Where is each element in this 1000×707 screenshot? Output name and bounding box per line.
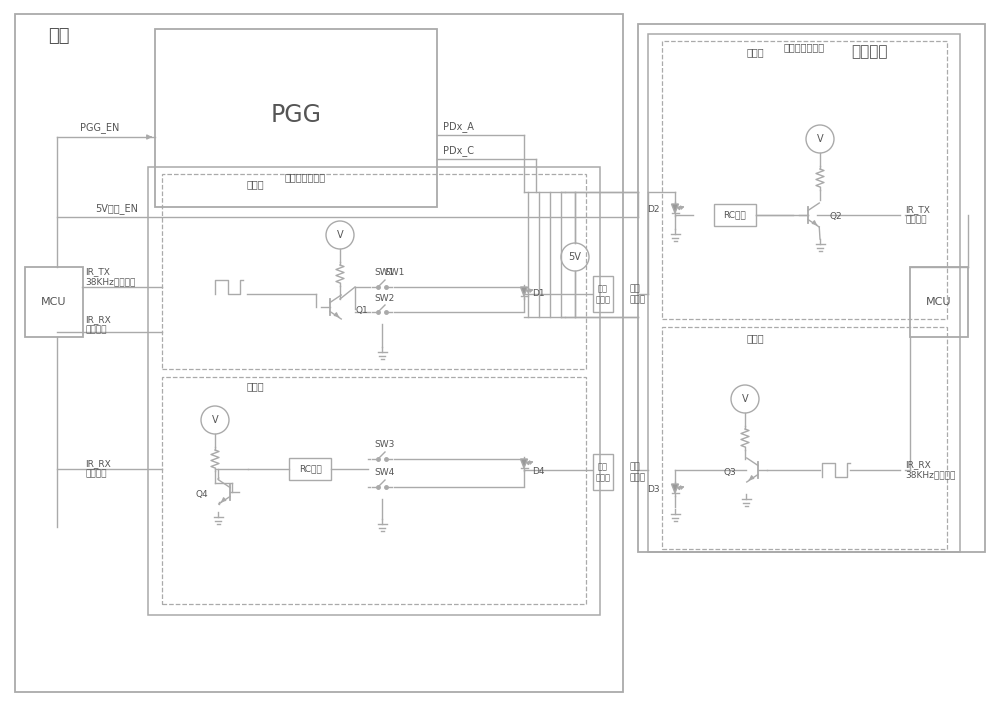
Text: MCU: MCU — [41, 297, 67, 307]
Text: 透镜
红外光: 透镜 红外光 — [596, 284, 610, 304]
Text: Q3: Q3 — [723, 469, 736, 477]
Text: Q1: Q1 — [355, 305, 368, 315]
Text: 透镜
红外光: 透镜 红外光 — [630, 462, 646, 482]
Text: V: V — [817, 134, 823, 144]
Text: 第二光通信模块: 第二光通信模块 — [783, 42, 825, 52]
Text: 第一光通信模块: 第一光通信模块 — [284, 172, 326, 182]
Bar — [593, 454, 613, 490]
Bar — [289, 458, 331, 480]
Bar — [15, 14, 623, 692]
Text: 接收端: 接收端 — [746, 47, 764, 57]
Text: PDx_C: PDx_C — [443, 145, 474, 156]
Text: 充电底座: 充电底座 — [852, 45, 888, 59]
Polygon shape — [520, 459, 528, 468]
Bar — [662, 327, 947, 549]
Bar — [148, 167, 600, 615]
Text: SW3: SW3 — [374, 440, 394, 449]
Polygon shape — [672, 204, 678, 213]
Text: SW1: SW1 — [384, 268, 404, 277]
Bar — [593, 276, 613, 312]
Text: 5V: 5V — [569, 252, 581, 262]
Text: IR_RX
38KHz调制信号: IR_RX 38KHz调制信号 — [905, 460, 955, 480]
Text: PGG: PGG — [270, 103, 322, 127]
Text: Q4: Q4 — [195, 491, 208, 500]
Text: D3: D3 — [647, 484, 660, 493]
Bar — [662, 41, 947, 319]
Bar — [162, 377, 586, 604]
Text: PDx_A: PDx_A — [443, 121, 474, 132]
Bar — [155, 29, 437, 207]
Text: 手表: 手表 — [48, 27, 70, 45]
Bar — [638, 24, 985, 552]
Text: IR_RX
解调信号: IR_RX 解调信号 — [85, 460, 111, 479]
Text: IR_RX
解调信号: IR_RX 解调信号 — [85, 315, 111, 334]
Text: V: V — [212, 415, 218, 425]
Text: 5V电源_EN: 5V电源_EN — [95, 203, 138, 214]
Polygon shape — [672, 484, 678, 493]
Text: 透镜
红外光: 透镜 红外光 — [630, 284, 646, 304]
Text: IR_TX
38KHz调制信号: IR_TX 38KHz调制信号 — [85, 267, 135, 287]
Text: D4: D4 — [532, 467, 544, 477]
Bar — [25, 267, 83, 337]
Polygon shape — [520, 287, 528, 296]
Text: RC电路: RC电路 — [724, 211, 746, 219]
Text: IR_TX
解调信号: IR_TX 解调信号 — [905, 205, 930, 225]
Text: 透镜
红外光: 透镜 红外光 — [596, 462, 610, 482]
Text: V: V — [742, 394, 748, 404]
Text: D1: D1 — [532, 289, 545, 298]
Bar — [648, 34, 960, 552]
Text: SW4: SW4 — [374, 468, 394, 477]
Text: RC电路: RC电路 — [299, 464, 321, 474]
Bar — [910, 267, 968, 337]
Text: MCU: MCU — [926, 297, 952, 307]
Bar — [162, 174, 586, 369]
Text: V: V — [337, 230, 343, 240]
Text: Q2: Q2 — [830, 213, 843, 221]
Text: 接收端: 接收端 — [246, 381, 264, 391]
Text: 发射端: 发射端 — [746, 333, 764, 343]
Text: SW1: SW1 — [374, 268, 394, 277]
Text: D2: D2 — [648, 204, 660, 214]
Text: PGG_EN: PGG_EN — [80, 122, 120, 133]
Text: 发射端: 发射端 — [246, 179, 264, 189]
Text: SW2: SW2 — [374, 294, 394, 303]
Bar — [714, 204, 756, 226]
